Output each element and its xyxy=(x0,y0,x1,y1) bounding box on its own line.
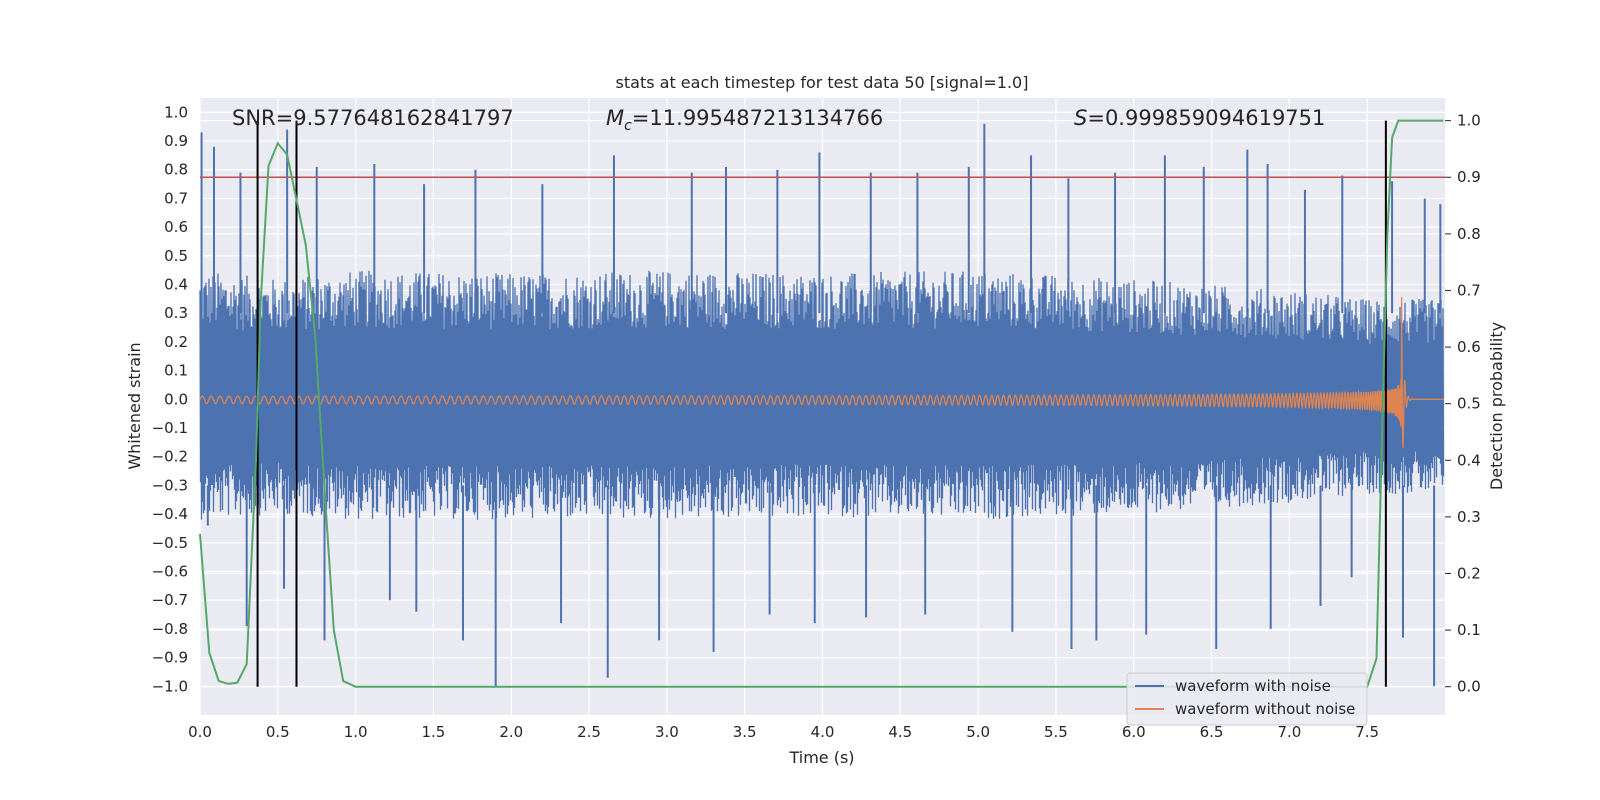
y-tick-label: 1.0 xyxy=(164,103,188,121)
y-tick-label: −0.8 xyxy=(152,620,188,638)
y2-tick-label: 0.0 xyxy=(1457,678,1481,696)
y2-tick-label: 0.1 xyxy=(1457,621,1481,639)
x-tick-label: 0.5 xyxy=(266,723,290,741)
clean-waveform-series xyxy=(199,297,1444,448)
y2-tick-label: 0.2 xyxy=(1457,564,1481,582)
mc-symbol: M xyxy=(606,106,624,130)
snr-annotation: SNR=9.577648162841797 xyxy=(232,106,514,130)
y-tick-label: −1.0 xyxy=(152,677,188,695)
mc-annotation: Mc=11.995487213134766 xyxy=(606,106,883,134)
y-tick-label: 0.9 xyxy=(164,132,188,150)
x-tick-label: 2.5 xyxy=(577,723,601,741)
y-tick-label: −0.5 xyxy=(152,534,188,552)
x-tick-label: 3.0 xyxy=(655,723,679,741)
mc-value: =11.995487213134766 xyxy=(632,106,883,130)
noisy-waveform-series xyxy=(199,270,1445,520)
x-tick-label: 0.0 xyxy=(188,723,212,741)
y2-tick-label: 0.4 xyxy=(1457,451,1481,469)
overlays xyxy=(199,119,1445,688)
x-tick-label: 5.5 xyxy=(1044,723,1068,741)
y-tick-label: −0.7 xyxy=(152,591,188,609)
y2-tick-label: 0.5 xyxy=(1457,395,1481,413)
s-value: =0.999859094619751 xyxy=(1087,106,1325,130)
x-axis-label: Time (s) xyxy=(788,748,854,767)
x-tick-label: 2.0 xyxy=(499,723,523,741)
x-tick-label: 6.5 xyxy=(1200,723,1224,741)
s-symbol: S xyxy=(1074,106,1087,130)
y-tick-label: −0.1 xyxy=(152,419,188,437)
legend-label-noise: waveform with noise xyxy=(1175,677,1331,695)
y-tick-label: 0.1 xyxy=(164,362,188,380)
x-tick-label: 4.0 xyxy=(811,723,835,741)
x-tick-label: 7.5 xyxy=(1355,723,1379,741)
y-tick-label: 0.5 xyxy=(164,247,188,265)
x-tick-label: 1.0 xyxy=(344,723,368,741)
data-series xyxy=(199,123,1445,687)
legend-box xyxy=(1126,672,1368,726)
x-tick-label: 4.5 xyxy=(888,723,912,741)
axes: 0.0 0.5 1.0 1.5 2.0 2.5 3.0 3.5 4.0 4.5 5.0 5.5 6.0 6… xyxy=(152,103,1481,741)
y-tick-label: 0.2 xyxy=(164,333,188,351)
y-tick-label: 0.4 xyxy=(164,276,188,294)
legend: waveform with noise waveform without noi… xyxy=(1126,672,1368,726)
y2-tick-label: 0.8 xyxy=(1457,225,1481,243)
y2-axis-label: Detection probability xyxy=(1487,322,1506,490)
x-tick-label: 7.0 xyxy=(1277,723,1301,741)
detection-probability-series xyxy=(199,119,1444,688)
y2-tick-label: 0.6 xyxy=(1457,338,1481,356)
x-tick-label: 1.5 xyxy=(422,723,446,741)
y-tick-label: 0.6 xyxy=(164,218,188,236)
y-tick-label: 0.0 xyxy=(164,390,188,408)
y-tick-label: −0.3 xyxy=(152,476,188,494)
y2-tick-label: 0.3 xyxy=(1457,508,1481,526)
s-annotation: S=0.999859094619751 xyxy=(1074,106,1325,130)
y-tick-label: 0.3 xyxy=(164,304,188,322)
chart-title: stats at each timestep for test data 50 … xyxy=(616,73,1029,92)
y2-tick-label: 0.7 xyxy=(1457,281,1481,299)
y-tick-label: 0.7 xyxy=(164,189,188,207)
y-tick-label: −0.4 xyxy=(152,505,188,523)
x-tick-label: 3.5 xyxy=(733,723,757,741)
y-tick-label: −0.9 xyxy=(152,649,188,667)
y-tick-label: −0.2 xyxy=(152,448,188,466)
y-tick-label: −0.6 xyxy=(152,563,188,581)
y-tick-label: 0.8 xyxy=(164,161,188,179)
x-tick-label: 6.0 xyxy=(1122,723,1146,741)
y-axis-label: Whitened strain xyxy=(125,342,144,469)
legend-label-clean: waveform without noise xyxy=(1175,700,1355,718)
y2-tick-label: 1.0 xyxy=(1457,112,1481,130)
mc-subscript: c xyxy=(624,118,632,134)
y2-tick-label: 0.9 xyxy=(1457,168,1481,186)
x-tick-label: 5.0 xyxy=(966,723,990,741)
